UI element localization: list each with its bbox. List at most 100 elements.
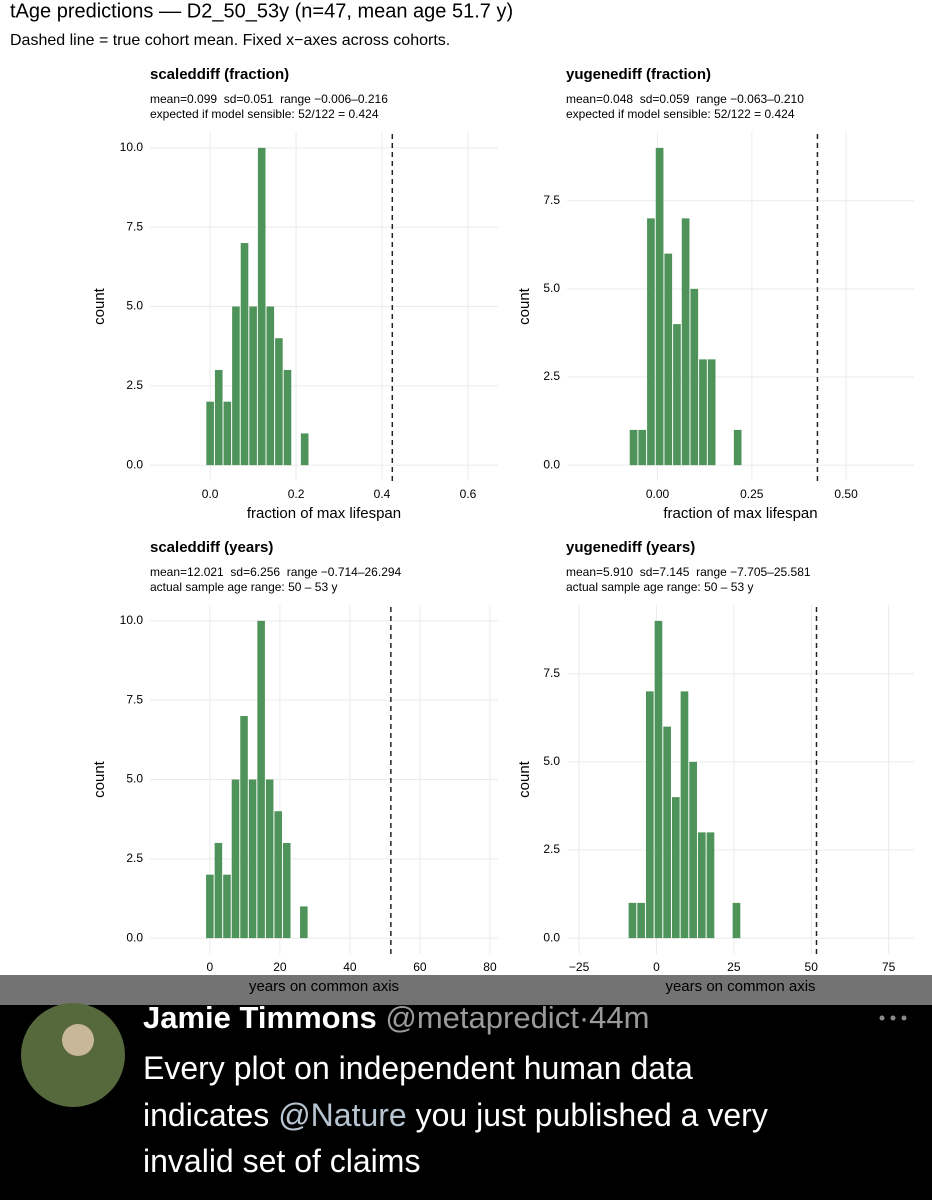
bar bbox=[257, 147, 266, 466]
bar bbox=[275, 338, 283, 466]
x-tick-label: 50 bbox=[805, 960, 819, 974]
x-tick-label: 0 bbox=[207, 960, 214, 974]
x-tick-label: 25 bbox=[727, 960, 741, 974]
bar bbox=[671, 797, 680, 939]
bar bbox=[680, 691, 689, 939]
chart-stats: mean=12.021 sd=6.256 range −0.714–26.294 bbox=[150, 565, 402, 579]
bar bbox=[300, 906, 308, 939]
chart-stats: mean=5.910 sd=7.145 range −7.705–25.581 bbox=[566, 565, 811, 579]
bar bbox=[706, 832, 715, 939]
bar bbox=[699, 359, 707, 466]
tweet-text: Every plot on independent human data ind… bbox=[143, 1045, 768, 1185]
bar bbox=[206, 874, 214, 939]
x-tick-label: 60 bbox=[413, 960, 427, 974]
text: indicates bbox=[143, 1096, 270, 1133]
bar bbox=[637, 902, 645, 939]
chart-title: yugenediff (years) bbox=[566, 539, 695, 556]
x-tick-label: 0.00 bbox=[646, 487, 670, 501]
bar bbox=[673, 324, 681, 466]
bar bbox=[223, 401, 232, 466]
bar bbox=[214, 369, 223, 466]
y-tick-label: 5.0 bbox=[126, 772, 143, 786]
bar bbox=[681, 218, 690, 466]
overlay-band bbox=[0, 975, 932, 1005]
bar bbox=[629, 429, 638, 466]
bar bbox=[232, 306, 240, 466]
tweet-line: Every plot on independent human data bbox=[143, 1050, 693, 1086]
chart-note: actual sample age range: 50 – 53 y bbox=[150, 580, 337, 594]
x-tick-label: 0 bbox=[653, 960, 660, 974]
separator: · bbox=[578, 1000, 590, 1035]
more-dot[interactable] bbox=[879, 1015, 885, 1021]
figure-subtitle: Dashed line = true cohort mean. Fixed x−… bbox=[10, 32, 450, 49]
bar bbox=[663, 726, 671, 939]
chart-stats: mean=0.048 sd=0.059 range −0.063–0.210 bbox=[566, 92, 804, 106]
author-handle[interactable]: @metapredict bbox=[385, 1000, 579, 1035]
x-tick-label: −25 bbox=[569, 960, 590, 974]
x-tick-label: 0.6 bbox=[460, 487, 477, 501]
y-tick-label: 7.5 bbox=[543, 193, 560, 207]
x-tick-label: 0.4 bbox=[374, 487, 391, 501]
bar bbox=[690, 288, 699, 466]
bar bbox=[732, 902, 741, 939]
y-tick-label: 5.0 bbox=[543, 281, 560, 295]
y-tick-label: 0.0 bbox=[126, 930, 143, 944]
figure-title: tAge predictions –– D2_50_53y (n=47, mea… bbox=[10, 0, 513, 22]
bar bbox=[638, 429, 647, 466]
chart-title: yugenediff (fraction) bbox=[566, 66, 711, 83]
tweet-header: Jamie Timmons @metapredict·44m bbox=[143, 1000, 649, 1036]
tweet-line: indicates @Nature you just published a v… bbox=[143, 1092, 768, 1139]
y-tick-label: 0.0 bbox=[543, 457, 560, 471]
bar bbox=[231, 779, 240, 939]
y-tick-label: 10.0 bbox=[120, 613, 144, 627]
tweet-line: invalid set of claims bbox=[143, 1143, 421, 1179]
x-tick-label: 0.50 bbox=[834, 487, 858, 501]
bar bbox=[283, 369, 292, 466]
x-tick-label: 0.25 bbox=[740, 487, 764, 501]
y-tick-label: 0.0 bbox=[126, 457, 143, 471]
y-tick-label: 2.5 bbox=[126, 378, 143, 392]
more-dot[interactable] bbox=[901, 1015, 907, 1021]
bar bbox=[707, 359, 716, 466]
x-tick-label: 0.0 bbox=[202, 487, 219, 501]
bar bbox=[240, 716, 248, 939]
x-tick-label: 75 bbox=[882, 960, 896, 974]
bar bbox=[654, 620, 663, 939]
x-tick-label: 40 bbox=[343, 960, 357, 974]
x-tick-label: 20 bbox=[273, 960, 287, 974]
y-axis-label: count bbox=[91, 287, 108, 325]
x-tick-label: 80 bbox=[483, 960, 497, 974]
x-tick-label: 0.2 bbox=[288, 487, 305, 501]
bar bbox=[248, 779, 257, 939]
bar bbox=[214, 842, 223, 939]
y-tick-label: 7.5 bbox=[126, 692, 143, 706]
y-tick-label: 2.5 bbox=[543, 369, 560, 383]
x-axis-label: fraction of max lifespan bbox=[247, 505, 401, 522]
bar bbox=[249, 306, 257, 466]
avatar-face bbox=[62, 1024, 94, 1056]
y-axis-label: count bbox=[516, 287, 533, 325]
bar bbox=[265, 779, 274, 939]
y-axis-label: count bbox=[516, 760, 533, 798]
more-dot[interactable] bbox=[890, 1015, 896, 1021]
author-name[interactable]: Jamie Timmons bbox=[143, 1000, 377, 1035]
y-tick-label: 7.5 bbox=[543, 666, 560, 680]
bar bbox=[266, 306, 275, 466]
chart-note: actual sample age range: 50 – 53 y bbox=[566, 580, 753, 594]
chart-title: scaleddiff (years) bbox=[150, 539, 273, 556]
y-tick-label: 0.0 bbox=[543, 930, 560, 944]
bar bbox=[647, 218, 655, 466]
tweet-background bbox=[0, 1005, 932, 1200]
x-axis-label: fraction of max lifespan bbox=[663, 505, 817, 522]
chart-note: expected if model sensible: 52/122 = 0.4… bbox=[566, 107, 795, 121]
y-tick-label: 2.5 bbox=[543, 842, 560, 856]
mention[interactable]: @Nature bbox=[278, 1096, 407, 1133]
bar bbox=[689, 761, 697, 939]
bar bbox=[274, 811, 282, 939]
timestamp[interactable]: 44m bbox=[589, 1000, 650, 1035]
y-tick-label: 5.0 bbox=[543, 754, 560, 768]
bar bbox=[257, 620, 265, 939]
charts: scaleddiff (fraction) mean=0.099 sd=0.051… bbox=[91, 66, 914, 995]
